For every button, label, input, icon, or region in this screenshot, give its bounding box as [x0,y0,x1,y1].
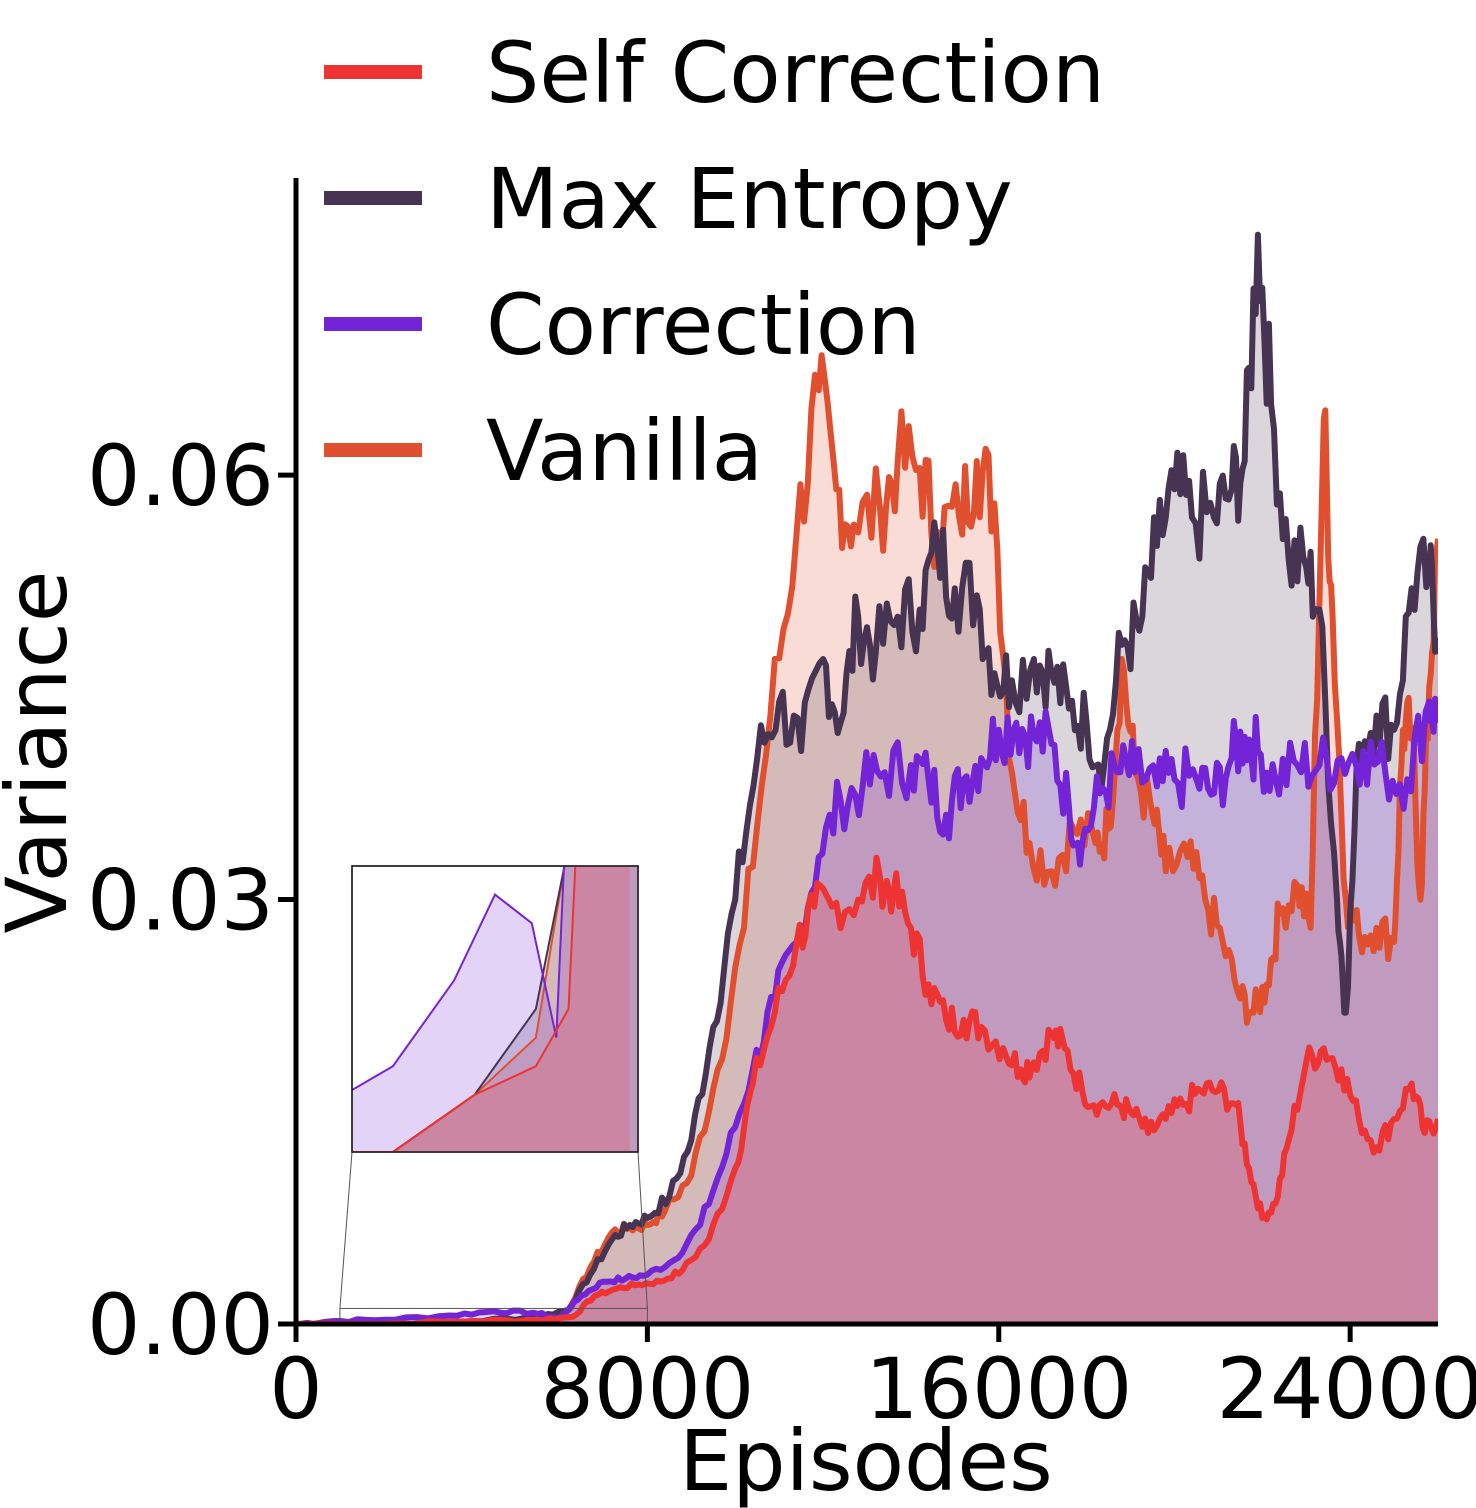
series-lines [296,231,1438,1324]
inset-area-max-entropy [352,866,638,1152]
legend-label-vanilla: Vanilla [486,402,763,500]
inset-connector [339,1151,353,1309]
inset-areas [352,866,638,1152]
x-tick-label: 8000 [540,1340,754,1438]
legend-label-correction: Correction [486,276,921,374]
x-axis-label: Episodes [679,1412,1053,1508]
inset-connector [637,1151,648,1309]
x-tick-label: 24000 [1217,1340,1476,1438]
area-vanilla [296,355,1438,1324]
y-axis-label: Variance [0,571,86,934]
inset-area-correction [352,866,638,1152]
legend: Self Correction Max Entropy Correction Vani… [324,24,1105,500]
inset-area-vanilla [352,866,638,1152]
line-self-correction [296,854,1438,1324]
legend-label-max-entropy: Max Entropy [486,150,1013,248]
line-correction [296,695,1438,1324]
x-tick-label: 16000 [865,1340,1132,1438]
y-tick-label: 0.03 [87,852,274,950]
inset-frame [351,865,639,1153]
legend-label-self-correction: Self Correction [486,24,1105,122]
axis-ticks: 0 8000 16000 24000 0.00 0.03 0.06 [87,427,1476,1438]
area-self-correction [296,857,1438,1324]
x-tick-label: 0 [269,1340,322,1438]
inset-line-correction [352,866,565,1092]
y-tick-label: 0.06 [87,427,274,525]
line-vanilla [296,352,1438,1324]
inset-lines [352,866,577,1152]
inset-line-self-correction [352,866,577,1152]
area-correction [296,698,1438,1324]
line-max-entropy [296,231,1438,1324]
inset-area-self-correction [352,866,630,1152]
y-tick-label: 0.00 [87,1276,274,1374]
